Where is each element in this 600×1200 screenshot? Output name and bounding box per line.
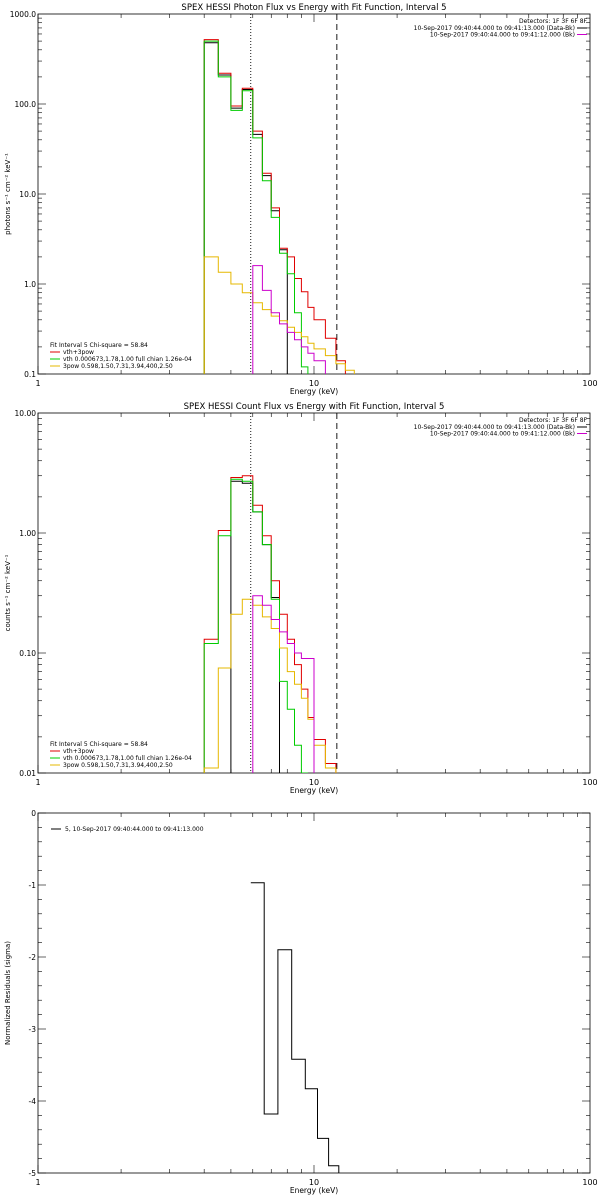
x-axis-label-1: Energy (keV) <box>290 387 338 396</box>
series-line-3-1 <box>250 882 340 1173</box>
y-tick-label: 0.1 <box>24 370 36 379</box>
legend-entry-text: 5, 10-Sep-2017 09:40:44.000 to 09:41:13.… <box>65 826 204 833</box>
series-line-1-5 <box>252 265 326 374</box>
legend-fit-header: Fit Interval 5 Chi-square = 58.84 <box>50 741 148 748</box>
legend-entry-text: vth+3pow <box>63 349 94 356</box>
y-tick-label: -1 <box>29 881 37 890</box>
legend-top-text: 10-Sep-2017 09:40:44.000 to 09:41:13.000… <box>414 25 575 32</box>
legend-top-text: 10-Sep-2017 09:40:44.000 to 09:41:12.000… <box>430 32 575 39</box>
legend-entry-text: vth+3pow <box>63 748 94 755</box>
x-tick-label: 1 <box>35 1178 40 1187</box>
x-tick-label: 100 <box>582 379 597 388</box>
series-line-1-3 <box>203 40 309 374</box>
legend-entry-text: 3pow 0.598,1.50,7.31,3.94,400,2.50 <box>63 363 173 370</box>
y-tick-label: 0 <box>31 809 36 818</box>
chart-title-2: SPEX HESSI Count Flux vs Energy with Fit… <box>184 402 445 412</box>
y-tick-label: 10.00 <box>15 409 37 418</box>
x-tick-label: 100 <box>582 1178 597 1187</box>
series-line-2-3 <box>203 478 308 773</box>
legend-top-text: 10-Sep-2017 09:40:44.000 to 09:41:13.000… <box>414 424 575 431</box>
plot-frame-3 <box>37 812 591 1174</box>
y-tick-label: 10.0 <box>19 190 36 199</box>
x-tick-label: 1 <box>35 778 40 787</box>
legend-top-text: 10-Sep-2017 09:40:44.000 to 09:41:12.000… <box>430 431 575 438</box>
y-tick-label: -3 <box>29 1025 37 1034</box>
y-tick-label: 1000.0 <box>10 10 36 19</box>
y-tick-label: 0.01 <box>19 769 36 778</box>
y-tick-label: 0.10 <box>19 649 36 658</box>
x-axis-label-2: Energy (keV) <box>290 786 338 795</box>
series-line-2-5 <box>252 595 315 773</box>
x-tick-label: 10 <box>309 778 319 787</box>
legend-detectors: Detectors: 1F 3F 6F 8F <box>519 417 588 424</box>
legend-entry-text: vth 0.000673,1.78,1.00 full chian 1.26e-… <box>63 755 192 762</box>
y-tick-label: 1.00 <box>19 529 36 538</box>
series-line-2-1 <box>230 480 280 773</box>
legend-entry-text: 3pow 0.598,1.50,7.31,3.94,400,2.50 <box>63 762 173 769</box>
y-tick-label: -4 <box>29 1097 37 1106</box>
y-tick-label: 1.0 <box>24 280 36 289</box>
x-tick-label: 100 <box>582 778 597 787</box>
y-axis-label-3: Normalized Residuals (sigma) <box>4 941 12 1045</box>
chart-title-1: SPEX HESSI Photon Flux vs Energy with Fi… <box>181 3 446 13</box>
legend-entry-text: vth 0.000673,1.78,1.00 full chian 1.26e-… <box>63 356 192 363</box>
x-tick-label: 10 <box>309 379 319 388</box>
series-line-1-2 <box>203 39 346 374</box>
y-axis-label-1: photons s⁻¹ cm⁻² keV⁻¹ <box>4 153 12 235</box>
y-tick-label: -2 <box>29 953 37 962</box>
series-line-2-2 <box>203 475 337 773</box>
y-tick-label: 100.0 <box>15 100 37 109</box>
y-tick-label: -5 <box>29 1169 37 1178</box>
legend-fit-header: Fit Interval 5 Chi-square = 58.84 <box>50 342 148 349</box>
series-line-2-4 <box>203 598 337 773</box>
legend-detectors: Detectors: 1F 3F 6F 8F <box>519 18 588 25</box>
y-axis-label-2: counts s⁻¹ cm⁻² keV⁻¹ <box>4 554 12 631</box>
x-tick-label: 10 <box>309 1178 319 1187</box>
x-tick-label: 1 <box>35 379 40 388</box>
x-axis-label-3: Energy (keV) <box>290 1186 338 1195</box>
